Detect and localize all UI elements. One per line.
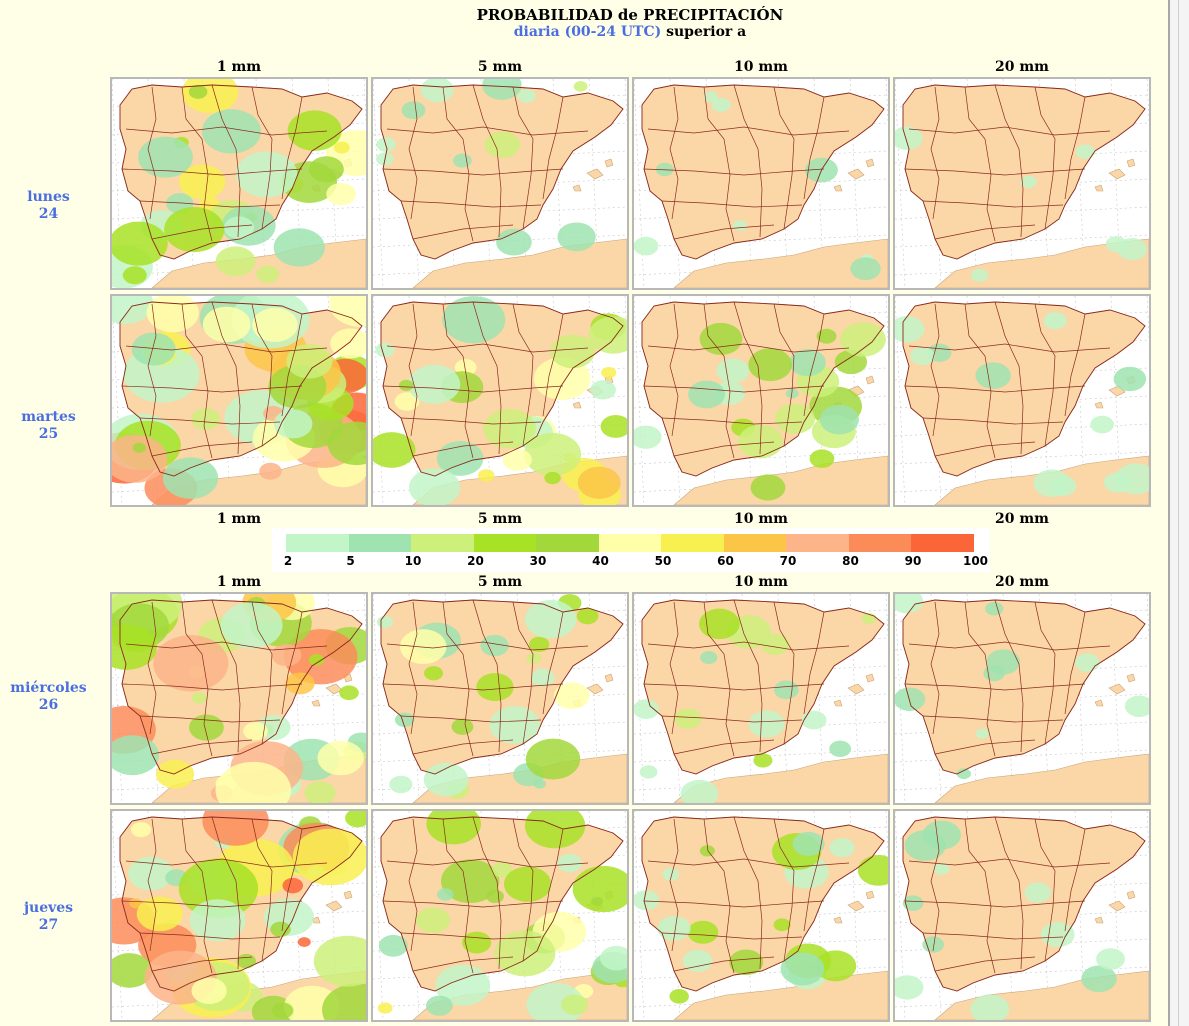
row-label-day-3: miércoles 26 [0, 680, 97, 714]
row-label-day-4: jueves 27 [0, 900, 97, 934]
day-number: 25 [38, 426, 59, 442]
probability-map-panel[interactable] [371, 592, 629, 805]
map-svg [895, 79, 1149, 288]
probability-map-panel[interactable] [893, 592, 1151, 805]
legend-tick-label: 20 [467, 554, 484, 568]
probability-map-panel[interactable] [110, 592, 368, 805]
column-header-10mm: 10 mm [734, 59, 788, 75]
map-svg [112, 79, 366, 288]
subtitle-suffix: superior a [666, 24, 747, 40]
map-svg [895, 296, 1149, 505]
probability-map-panel[interactable] [371, 294, 629, 507]
legend-swatch [536, 534, 599, 552]
column-footer-10mm: 10 mm [734, 511, 788, 527]
probability-map-panel[interactable] [632, 294, 890, 507]
day-number: 26 [38, 697, 59, 713]
legend-tick-label: 100 [962, 554, 989, 568]
probability-map-panel[interactable] [110, 809, 368, 1022]
legend-swatch [473, 534, 536, 552]
legend-swatch [661, 534, 724, 552]
subtitle-period: diaria (00-24 UTC) [513, 24, 662, 40]
map-svg [634, 811, 888, 1020]
legend-swatch [911, 534, 974, 552]
legend-tick-label: 70 [779, 554, 797, 568]
probability-map-panel[interactable] [632, 592, 890, 805]
map-svg [373, 296, 627, 505]
probability-map-panel[interactable] [371, 809, 629, 1022]
column-header-1mm-lower: 1 mm [216, 574, 262, 590]
page-title: PROBABILIDAD de PRECIPITACIÓN [476, 6, 784, 24]
legend-swatch [411, 534, 474, 552]
map-svg [895, 594, 1149, 803]
scrollbar-track[interactable] [1168, 0, 1189, 1026]
day-number: 27 [38, 917, 59, 933]
legend-swatch [348, 534, 411, 552]
map-svg [634, 296, 888, 505]
probability-map-panel[interactable] [632, 809, 890, 1022]
scrollbar-line [1178, 0, 1179, 1026]
map-svg [112, 594, 366, 803]
probability-map-panel[interactable] [110, 294, 368, 507]
column-header-10mm-lower: 10 mm [734, 574, 788, 590]
page-subtitle: diaria (00-24 UTC) superior a [380, 24, 880, 40]
color-legend: 2 5 10 20 30 40 50 60 70 80 90 100 [272, 528, 990, 572]
legend-color-bar [286, 534, 974, 552]
map-svg [373, 811, 627, 1020]
legend-swatch [286, 534, 349, 552]
legend-swatch [723, 534, 786, 552]
legend-swatch [848, 534, 911, 552]
legend-tick-label: 5 [346, 554, 355, 568]
legend-swatch [786, 534, 849, 552]
day-name: miércoles [10, 680, 87, 696]
map-svg [895, 811, 1149, 1020]
column-header-5mm-lower: 5 mm [477, 574, 523, 590]
legend-swatch [598, 534, 661, 552]
row-label-day-1: lunes 24 [0, 189, 97, 223]
probability-map-panel[interactable] [893, 294, 1151, 507]
column-header-20mm-lower: 20 mm [995, 574, 1049, 590]
probability-map-panel[interactable] [371, 77, 629, 290]
row-label-day-2: martes 25 [0, 409, 97, 443]
legend-tick-label: 2 [283, 554, 293, 568]
day-name: martes [21, 409, 76, 425]
map-svg [112, 296, 366, 505]
legend-tick-label: 80 [842, 554, 859, 568]
legend-tick-label: 30 [529, 554, 547, 568]
column-header-1mm: 1 mm [216, 59, 262, 75]
map-svg [112, 811, 366, 1020]
probability-map-panel[interactable] [893, 77, 1151, 290]
column-header-20mm: 20 mm [995, 59, 1049, 75]
legend-tick-label: 90 [904, 554, 922, 568]
column-header-5mm: 5 mm [477, 59, 523, 75]
column-footer-1mm: 1 mm [216, 511, 262, 527]
map-svg [634, 594, 888, 803]
column-footer-20mm: 20 mm [995, 511, 1049, 527]
legend-tick-label: 50 [654, 554, 672, 568]
probability-map-panel[interactable] [893, 809, 1151, 1022]
map-svg [373, 79, 627, 288]
legend-tick-label: 10 [404, 554, 422, 568]
legend-tick-label: 60 [717, 554, 734, 568]
day-number: 24 [38, 206, 59, 222]
legend-tick-label: 40 [592, 554, 609, 568]
map-svg [373, 594, 627, 803]
probability-map-panel[interactable] [632, 77, 890, 290]
map-svg [634, 79, 888, 288]
column-footer-5mm: 5 mm [477, 511, 523, 527]
day-name: jueves [23, 900, 74, 916]
probability-map-panel[interactable] [110, 77, 368, 290]
day-name: lunes [27, 189, 70, 205]
